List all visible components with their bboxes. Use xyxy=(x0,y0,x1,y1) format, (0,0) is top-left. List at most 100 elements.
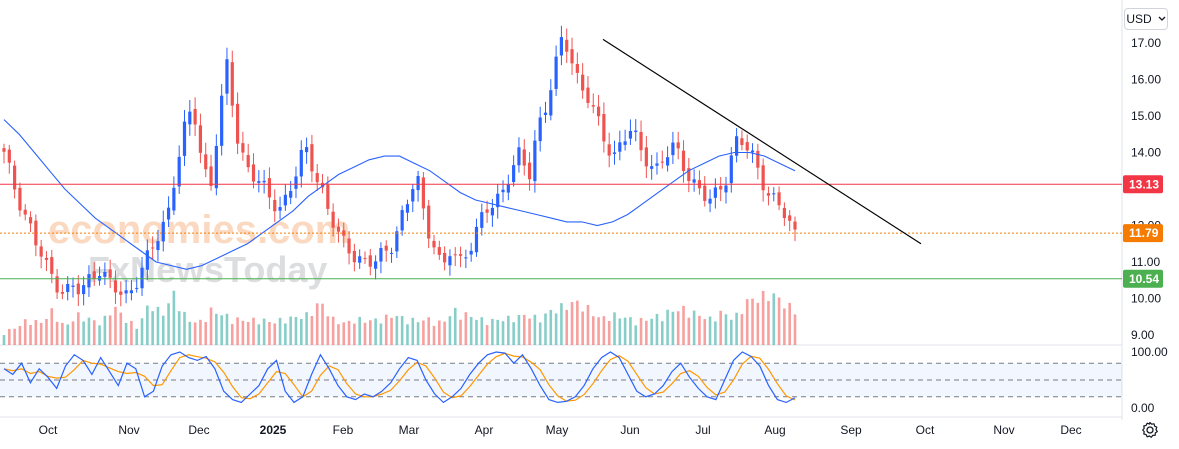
volume-bar xyxy=(204,322,208,345)
currency-button[interactable]: USD xyxy=(1124,8,1168,30)
volume-bar xyxy=(586,305,590,345)
candle-body xyxy=(352,250,356,263)
candle-body xyxy=(129,290,134,294)
price-tags: 13.13 11.79 10.54 xyxy=(1123,175,1163,288)
volume-bar xyxy=(581,311,584,345)
time-tick-label: Oct xyxy=(39,423,58,437)
price-tag xyxy=(1123,269,1163,288)
volume-bar xyxy=(719,310,722,345)
candle-body xyxy=(347,238,351,254)
price-tag-label: 11.79 xyxy=(1129,226,1159,240)
candle-body xyxy=(761,165,765,191)
time-tick-label: Sep xyxy=(840,423,862,437)
volume-bar xyxy=(714,321,717,345)
volume-bar xyxy=(13,328,16,345)
candle-body xyxy=(204,154,208,170)
candle-body xyxy=(294,176,298,189)
volume-bar xyxy=(793,314,797,345)
gear-icon[interactable] xyxy=(1141,421,1159,439)
volume-bar xyxy=(708,316,712,345)
candle-body xyxy=(692,179,696,183)
chevron-down-icon xyxy=(1158,16,1166,21)
candle-body xyxy=(363,258,367,260)
candle-body xyxy=(18,187,22,211)
volume-bar xyxy=(629,317,632,345)
volume-bar xyxy=(358,316,361,345)
candle-body xyxy=(76,283,80,295)
candle-body xyxy=(512,165,516,183)
volume-bar xyxy=(140,318,144,345)
candle-body xyxy=(735,136,739,156)
volume-bar xyxy=(278,317,282,345)
volume-bar xyxy=(50,308,54,345)
oscillator-tick-label: 100.00 xyxy=(1131,345,1168,359)
volume-bar xyxy=(2,335,6,345)
volume-bar xyxy=(613,312,616,345)
volume-bar xyxy=(698,315,701,345)
candle-body xyxy=(331,211,335,228)
candle-body xyxy=(496,193,500,208)
time-tick-label: Dec xyxy=(1060,423,1081,437)
volume-bar xyxy=(8,328,11,345)
candle-body xyxy=(44,257,49,260)
candle-body xyxy=(34,220,38,246)
volume-bar xyxy=(416,322,420,345)
volume-bar xyxy=(215,313,218,345)
candle-body xyxy=(28,217,33,224)
candle-body xyxy=(581,74,585,91)
candle-body xyxy=(756,150,760,168)
volume-bar xyxy=(729,319,733,345)
candle-body xyxy=(220,95,224,146)
volume-bar xyxy=(777,297,781,345)
currency-label: USD xyxy=(1126,12,1152,26)
candle-body xyxy=(310,144,314,172)
oscillator-tick-label: 0.00 xyxy=(1131,401,1155,415)
candle-body xyxy=(400,210,404,231)
volume-bar xyxy=(167,303,170,345)
candle-body xyxy=(304,147,309,153)
candle-body xyxy=(772,193,776,195)
candle-body xyxy=(140,267,144,289)
candle-body xyxy=(480,212,484,228)
candle-body xyxy=(671,142,675,156)
candle-body xyxy=(267,178,272,198)
volume-bar xyxy=(687,317,691,345)
time-tick-label: Apr xyxy=(475,423,494,437)
volume-bar xyxy=(406,324,409,345)
volume-bar xyxy=(623,317,627,345)
volume-bar xyxy=(390,317,393,345)
volume-bar xyxy=(384,314,388,345)
price-tag-label: 10.54 xyxy=(1129,272,1159,286)
candle-body xyxy=(23,209,27,215)
candle-body xyxy=(135,287,139,289)
candle-body xyxy=(474,226,479,253)
volume-bar xyxy=(480,317,484,345)
candle-body xyxy=(55,276,59,293)
candle-body xyxy=(506,184,510,193)
oscillator-pane xyxy=(0,351,1122,404)
candle-body xyxy=(527,162,532,180)
volume-bar xyxy=(767,301,770,345)
time-tick-label: Nov xyxy=(993,423,1014,437)
candle-body xyxy=(782,207,786,219)
volume-bar xyxy=(66,324,70,345)
candle-body xyxy=(198,125,203,153)
volume-bar xyxy=(528,318,531,345)
candle-body xyxy=(172,187,176,211)
candle-body xyxy=(766,193,771,196)
trendline xyxy=(602,38,922,245)
candle-body xyxy=(570,49,574,64)
volume-bar xyxy=(655,313,659,345)
volume-bar xyxy=(23,319,27,345)
volume-bar xyxy=(299,319,303,345)
time-tick-label: Jun xyxy=(620,423,639,437)
candle-body xyxy=(13,165,17,190)
candle-body xyxy=(644,147,648,167)
volume-bar xyxy=(634,325,638,345)
candle-body xyxy=(676,142,680,149)
watermark: economies.com FxNewsToday xyxy=(48,208,350,290)
candle-body xyxy=(522,149,526,166)
candle-body xyxy=(549,90,553,116)
volume-bar xyxy=(544,313,547,345)
